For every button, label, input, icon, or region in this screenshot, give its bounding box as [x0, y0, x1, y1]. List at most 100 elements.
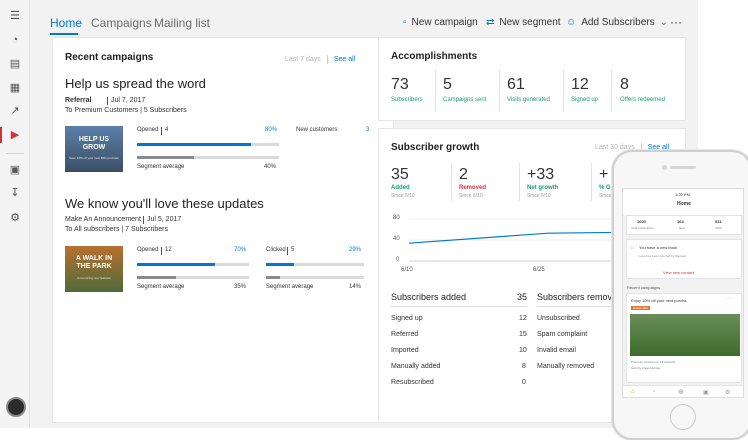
add-icon[interactable]: ⊕: [678, 389, 684, 396]
table-row-value: 8: [522, 363, 526, 370]
chart-icon[interactable]: ↗: [10, 105, 20, 117]
table-row-label: Spam complaint: [537, 331, 588, 338]
table-row-label: Signed up: [391, 315, 423, 322]
phone-campaign-title: Enjoy 10% off your next purcha: [631, 298, 687, 303]
phone-stat-label: Visits: [715, 226, 723, 230]
phone-screen: 1:20 PM Home 1000 Total subscribers 164 …: [622, 188, 744, 398]
view-new-contact-link[interactable]: View new contact: [663, 270, 695, 275]
phone-speaker: [670, 166, 696, 169]
opened-count: 4: [165, 127, 169, 133]
app-body: Home Campaigns Mailing list ▫ New campai…: [30, 0, 698, 428]
subscribers-added-total: 35: [517, 292, 528, 302]
recent-campaigns-card: Recent campaigns Last 7 days See all Hel…: [52, 37, 394, 423]
campaign-tag: Grand offer: [631, 306, 651, 310]
stat-divider: [287, 247, 288, 255]
opened-percent: 80%: [265, 127, 278, 133]
table-row-value: 0: [522, 379, 526, 386]
clicked-percent: 29%: [349, 247, 362, 253]
offers-redeemed-value: 8: [620, 76, 629, 93]
segment-average-percent: 40%: [264, 164, 277, 170]
phone-camera: [662, 165, 667, 170]
offers-redeemed-label: Offers redeemed: [620, 97, 665, 103]
campaign-thumbnail[interactable]: HELP US GROW Save 10% off your next $50 …: [65, 126, 123, 172]
contacts-icon[interactable]: ▣: [703, 390, 709, 396]
settings-icon[interactable]: ⚙: [725, 390, 731, 396]
percent-growth-value: +: [599, 166, 609, 183]
stat-divider: [161, 247, 162, 255]
removed-since: Since 6/10: [459, 193, 483, 199]
header-divider: [640, 143, 642, 152]
net-growth-value: +33: [527, 166, 555, 183]
clicked-segment-average-label: Segment average: [266, 284, 314, 290]
campaign-title[interactable]: Help us spread the word: [65, 76, 206, 91]
campaign-thumbnail[interactable]: A WALK IN THE PARK Announcing new featur…: [65, 246, 123, 292]
top-navigation: Home Campaigns Mailing list ▫ New campai…: [30, 0, 698, 40]
calendar-icon[interactable]: ▦: [9, 82, 21, 94]
hamburger-menu-icon[interactable]: ☰: [10, 10, 20, 22]
stat-divider: [161, 127, 162, 135]
new-segment-button[interactable]: ⇄ New segment: [486, 17, 561, 28]
home-icon[interactable]: ⌂: [631, 389, 635, 395]
tab-home[interactable]: Home: [50, 16, 83, 30]
campaigns-sent-value: 5: [443, 76, 452, 93]
contact-card-icon[interactable]: ▣: [9, 164, 21, 176]
phone-stat-value: 164: [677, 219, 684, 224]
new-campaign-icon: ▫: [403, 17, 407, 28]
clicked-count: 5: [291, 247, 295, 253]
net-growth-label: Net growth: [527, 185, 559, 191]
campaign-date: Jul 7, 2017: [111, 97, 146, 104]
segment-progress-bar: [137, 276, 249, 279]
add-subscribers-label: Add Subscribers: [581, 17, 655, 28]
tab-mailing-list[interactable]: Mailing list: [154, 16, 211, 30]
document-icon[interactable]: ▤: [9, 58, 21, 70]
table-row-label: Manually removed: [537, 363, 595, 370]
thumbnail-title: A WALK IN THE PARK: [75, 255, 113, 270]
lead-subtitle: Lena has been referred by Maxwell: [639, 254, 686, 258]
chevron-down-icon: ⌄: [659, 17, 668, 28]
stat-divider: [435, 70, 436, 112]
visits-generated-value: 61: [507, 76, 525, 93]
phone-title: Home: [677, 201, 691, 207]
campaign-date: Jul 5, 2017: [147, 216, 182, 223]
phone-stat-label: Total subscribers: [631, 226, 654, 230]
removed-value: 2: [459, 166, 468, 183]
settings-gear-icon[interactable]: ⚙: [10, 212, 20, 224]
y-tick-label: 40: [393, 236, 400, 242]
phone-tab-bar: ⌂ ▫ ⊕ ▣ ⚙: [623, 385, 743, 397]
signed-up-value: 12: [571, 76, 589, 93]
active-tab-underline: [50, 33, 78, 35]
table-row-label: Manually added: [391, 363, 441, 370]
stat-divider: [451, 163, 452, 201]
segment-icon: ⇄: [486, 17, 495, 28]
phone-campaign-sender: Sent by Angel Holmes: [631, 366, 661, 370]
clicked-segment-progress-bar: [266, 276, 364, 279]
phone-campaign-card[interactable]: Enjoy 10% off your next purcha ··· Grand…: [626, 293, 742, 383]
campaigns-icon[interactable]: ▫: [653, 389, 656, 395]
stat-divider: [611, 70, 612, 112]
stat-divider: [519, 163, 520, 201]
megaphone-icon[interactable]: ▶: [10, 129, 20, 141]
opened-progress-bar: [137, 143, 279, 146]
download-icon[interactable]: ↧: [10, 187, 20, 199]
campaign-type: Referral: [65, 97, 92, 104]
phone-lead-card[interactable]: □ You have a new lead! Lena has been ref…: [626, 239, 742, 279]
subscribers-removed-title: Subscribers remove: [537, 292, 618, 302]
y-tick-label: 80: [393, 215, 400, 221]
add-subscribers-button[interactable]: ☺ Add Subscribers ⌄: [566, 17, 668, 28]
more-options-button[interactable]: ···: [670, 15, 682, 29]
left-rail: ☰ ◔ ▤ ▦ ↗ ▶ ▣ ↧ ⚙: [0, 0, 30, 428]
see-all-link[interactable]: See all: [647, 144, 670, 151]
x-tick-label: 6/25: [533, 267, 545, 273]
see-all-link[interactable]: See all: [333, 56, 356, 63]
avatar[interactable]: [6, 397, 26, 417]
thumbnail-title: HELP US GROW: [78, 136, 110, 151]
segment-average-percent: 35%: [234, 284, 247, 290]
tab-campaigns[interactable]: Campaigns: [91, 16, 152, 30]
campaign-title[interactable]: We know you'll love these updates: [65, 196, 264, 211]
segment-average-label: Segment average: [137, 164, 185, 170]
more-options-icon[interactable]: ···: [727, 296, 731, 301]
table-row-value: 15: [519, 331, 527, 338]
new-campaign-button[interactable]: ▫ New campaign: [403, 17, 478, 28]
phone-stat-label: New: [679, 226, 686, 230]
dashboard-icon[interactable]: ◔: [11, 34, 19, 46]
